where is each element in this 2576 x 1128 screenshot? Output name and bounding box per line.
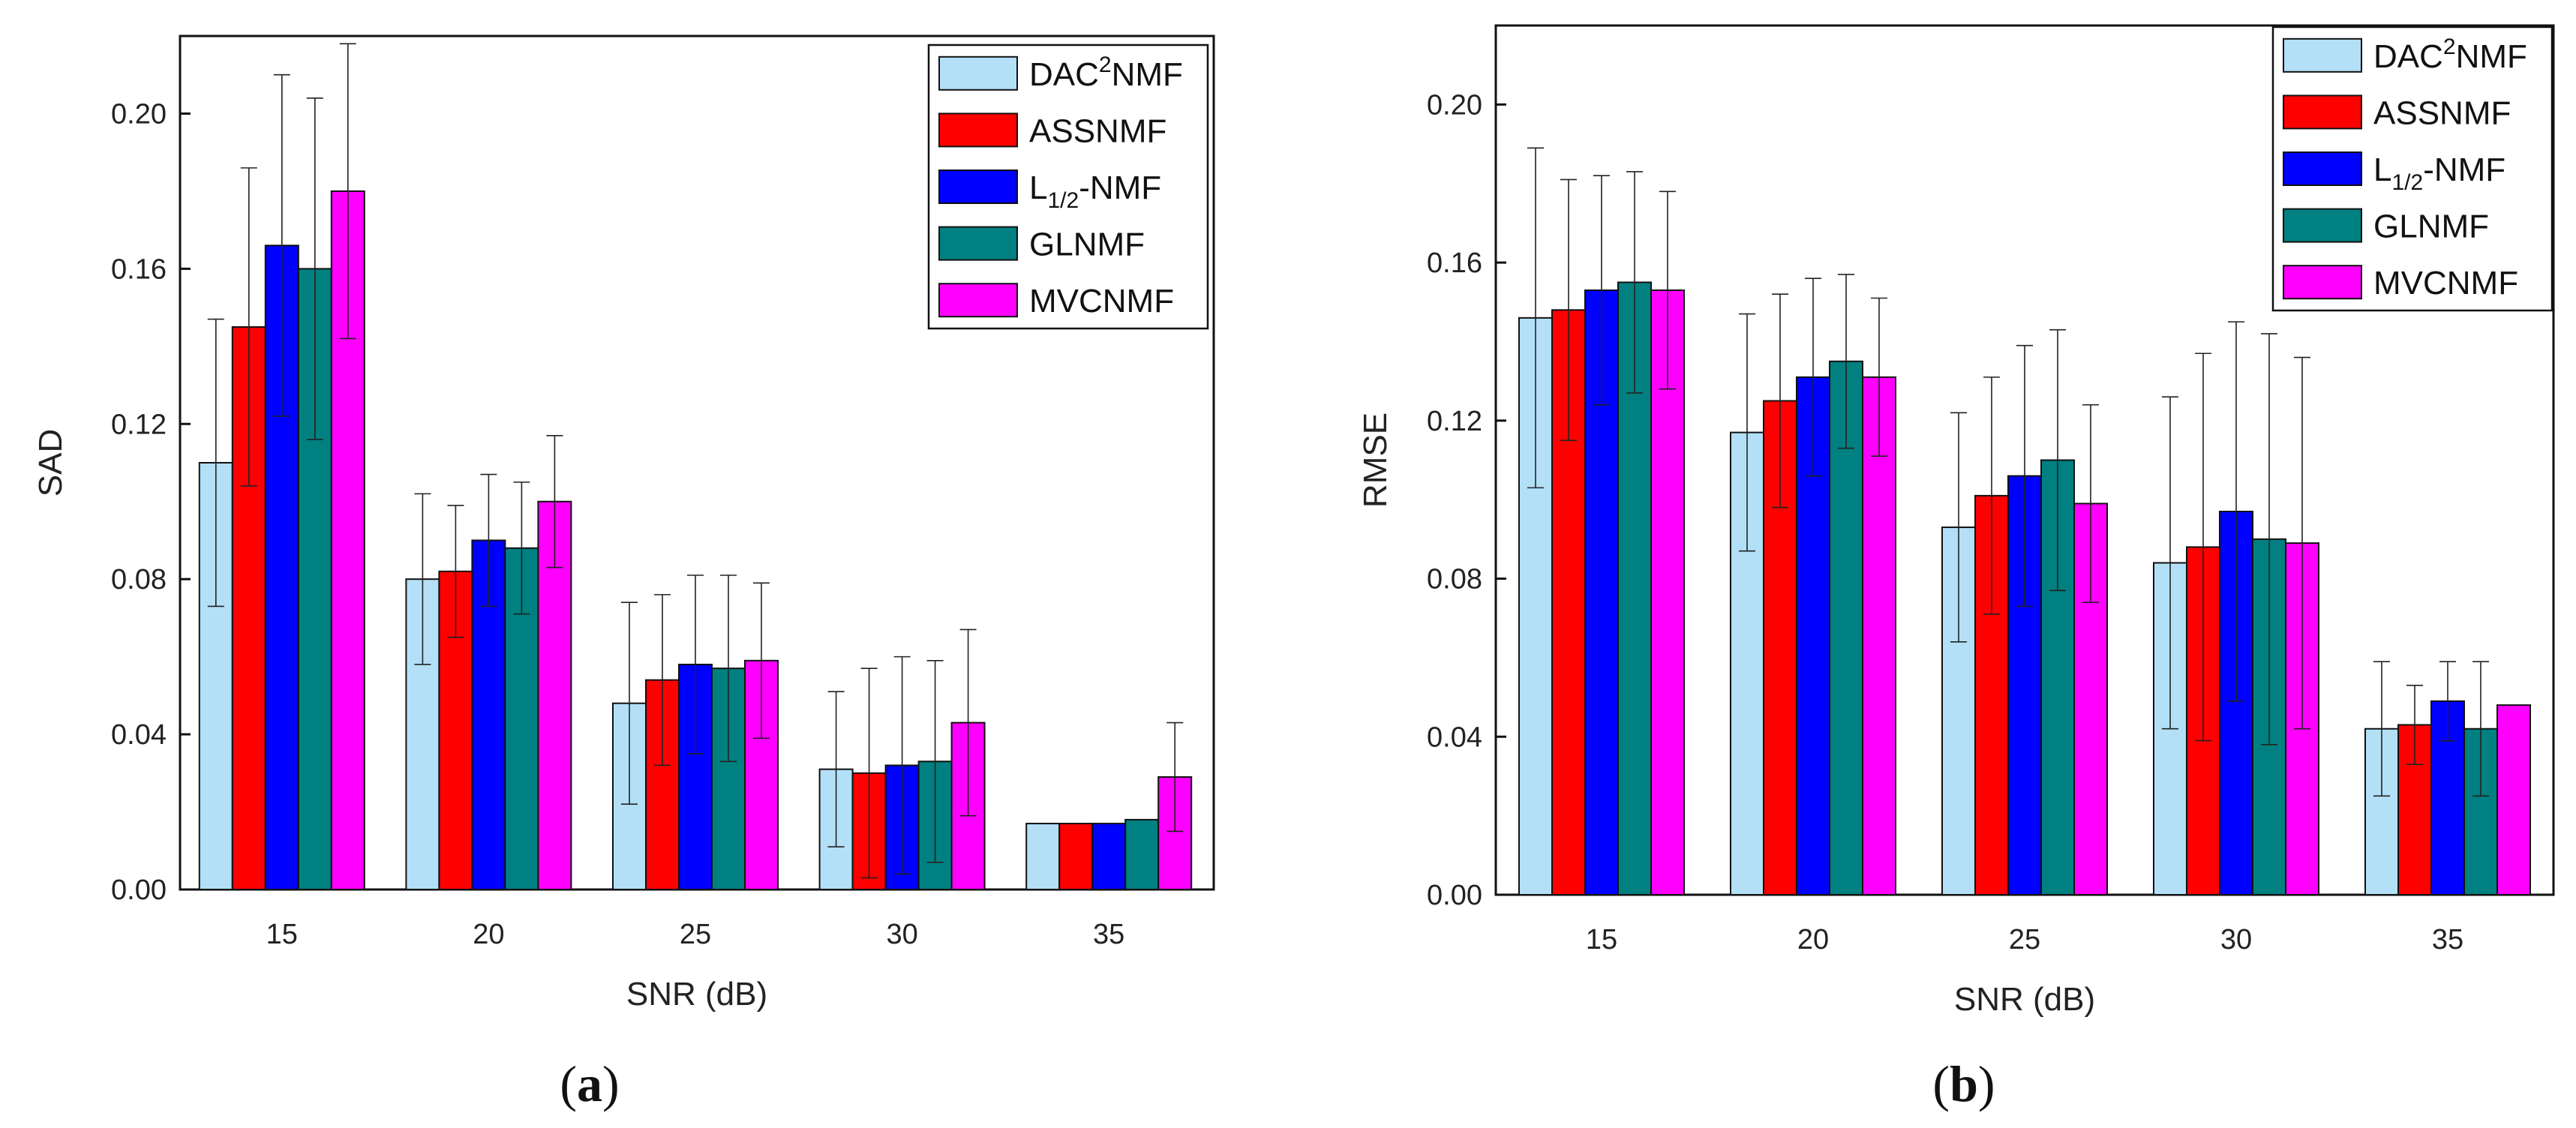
b-ytick-label: 0.16: [1427, 248, 1482, 279]
b-legend-text-part: ASSNMF: [2373, 94, 2511, 131]
b-bar-mvcnmf-35: [2496, 704, 2531, 896]
b-ytick-label: 0.04: [1427, 722, 1482, 753]
a-x-axis-label: SNR (dB): [626, 976, 767, 1012]
a-bar-glnmf-35: [1124, 818, 1160, 890]
a-legend-text-part: GLNMF: [1029, 226, 1145, 263]
a-legend-text-part: L: [1029, 170, 1047, 206]
a-legend-swatch-assnmf: [938, 112, 1018, 148]
b-bar-mvcnmf-20: [1862, 376, 1896, 896]
a-legend-text-part: ASSNMF: [1029, 112, 1166, 149]
b-legend-label-glnmf: GLNMF: [2373, 208, 2489, 245]
b-legend-swatch-mvcnmf: [2283, 265, 2362, 300]
b-ytick-label: 0.08: [1427, 564, 1482, 596]
b-xtick-label: 15: [1586, 924, 1617, 956]
chart-a-sad: 0.00 0.04 0.08 0.12 0.16 0.20 15 20 25 30 35 SNR (d…: [32, 34, 1215, 1112]
a-legend-label-l12nmf: L1/2-NMF: [1029, 170, 1161, 213]
a-panel-label-part: ): [602, 1055, 620, 1112]
b-legend-text-part: NMF: [2456, 38, 2527, 75]
a-legend-text-part: NMF: [1112, 56, 1183, 93]
a-legend-swatch-mvcnmf: [938, 283, 1018, 318]
b-panel-label-part: ): [1978, 1055, 1995, 1112]
a-xtick-label: 20: [473, 919, 504, 950]
a-legend-label-glnmf: GLNMF: [1029, 226, 1145, 263]
b-bar-mvcnmf-15: [1650, 289, 1685, 896]
b-legend-swatch-assnmf: [2283, 94, 2362, 130]
b-legend-swatch-dac2nmf: [2283, 38, 2362, 73]
b-bar-glnmf-20: [1829, 360, 1863, 896]
b-ytick-label: 0.12: [1427, 406, 1482, 437]
a-xtick-label: 25: [680, 919, 711, 950]
b-panel-label: (b): [1932, 1055, 1995, 1112]
a-ytick-label: 0.20: [111, 98, 167, 130]
a-legend-label-dac2nmf: DAC2NMF: [1029, 52, 1183, 93]
a-bar-dac2nmf-35: [1025, 823, 1061, 890]
a-legend-text-part: DAC: [1029, 56, 1099, 93]
b-legend-label-assnmf: ASSNMF: [2373, 94, 2511, 131]
b-xtick-label: 20: [1797, 924, 1829, 956]
b-bar-l12nmf-35: [2430, 700, 2465, 896]
a-legend-text-part: 2: [1099, 52, 1112, 77]
b-xtick-label: 35: [2432, 924, 2463, 956]
b-legend-text-part: 2: [2443, 34, 2456, 59]
a-legend-label-assnmf: ASSNMF: [1029, 112, 1166, 149]
a-panel-label-part: (: [560, 1055, 577, 1112]
a-bar-l12nmf-35: [1091, 823, 1127, 890]
b-xtick-label: 25: [2009, 924, 2040, 956]
a-legend-text-part: MVCNMF: [1029, 283, 1174, 320]
a-ytick-label: 0.12: [111, 409, 167, 440]
b-ytick-label: 0.20: [1427, 89, 1482, 121]
a-legend-swatch-dac2nmf: [938, 56, 1018, 91]
b-legend-text-part: DAC: [2373, 38, 2443, 75]
a-bar-assnmf-35: [1058, 823, 1094, 890]
a-legend-text-part: 1/2: [1047, 188, 1079, 213]
a-legend-text-part: -NMF: [1079, 170, 1161, 206]
a-ytick-label: 0.00: [111, 874, 167, 906]
b-legend-label-l12nmf: L1/2-NMF: [2373, 152, 2505, 195]
a-legend-label-mvcnmf: MVCNMF: [1029, 283, 1174, 320]
b-xtick-label: 30: [2220, 924, 2252, 956]
a-ytick-label: 0.08: [111, 564, 167, 596]
a-y-axis-label: SAD: [32, 429, 69, 496]
b-legend-swatch-l12nmf: [2283, 152, 2362, 186]
chart-b-rmse: 0.00 0.04 0.08 0.12 0.16 0.20 15 20 25 30 35 SNR (d…: [1357, 24, 2555, 1112]
a-legend-swatch-l12nmf: [938, 170, 1018, 204]
a-legend-swatch-glnmf: [938, 226, 1018, 261]
b-legend-text-part: MVCNMF: [2373, 265, 2518, 302]
b-legend-text-part: L: [2373, 152, 2391, 188]
b-legend-swatch-glnmf: [2283, 208, 2362, 243]
b-legend-text-part: 1/2: [2391, 170, 2423, 195]
b-panel-label-part: b: [1950, 1055, 1978, 1112]
b-ytick-label: 0.00: [1427, 880, 1482, 911]
b-legend-label-dac2nmf: DAC2NMF: [2373, 34, 2527, 75]
b-legend-text-part: -NMF: [2423, 152, 2505, 188]
b-panel-label-part: (: [1932, 1055, 1950, 1112]
b-legend-text-part: GLNMF: [2373, 208, 2489, 245]
b-legend-label-mvcnmf: MVCNMF: [2373, 265, 2518, 302]
a-ytick-label: 0.04: [111, 719, 167, 751]
a-xtick-label: 35: [1093, 919, 1124, 950]
b-y-axis-label: RMSE: [1357, 412, 1394, 508]
a-panel-label: (a): [560, 1055, 619, 1112]
b-x-axis-label: SNR (dB): [1954, 981, 2095, 1018]
a-xtick-label: 15: [266, 919, 298, 950]
a-panel-label-part: a: [577, 1055, 602, 1112]
a-xtick-label: 30: [886, 919, 917, 950]
b-bar-l12nmf-25: [2007, 475, 2042, 896]
a-ytick-label: 0.16: [111, 254, 167, 285]
